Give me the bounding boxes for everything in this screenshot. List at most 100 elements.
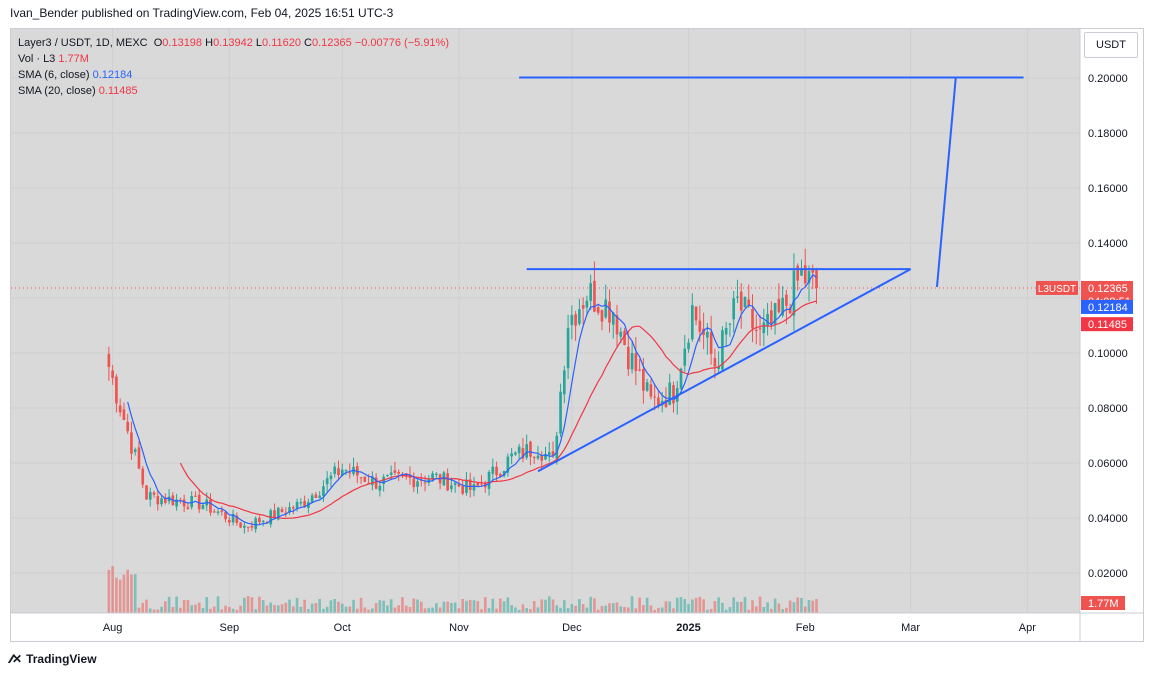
candle-body (235, 515, 239, 523)
candle-body (314, 494, 318, 498)
volume-bar (322, 608, 325, 613)
candle-body (423, 482, 427, 484)
candle-body (190, 495, 193, 508)
volume-bar (796, 597, 800, 613)
volume-bar (777, 603, 781, 613)
open-label: O (153, 37, 163, 49)
candle-body (310, 495, 314, 503)
candle-body (164, 497, 167, 503)
candle-body (664, 399, 668, 407)
volume-bar (581, 604, 585, 613)
volume-bar (694, 597, 698, 613)
moving-averages (127, 273, 817, 526)
volume-bar (389, 599, 393, 613)
candle-body (510, 453, 513, 457)
candle-body (299, 501, 303, 504)
candle-body (325, 478, 329, 485)
volume-bar (476, 601, 480, 613)
candle-body (446, 473, 449, 491)
low-value: 0.11620 (262, 37, 301, 49)
candle-body (250, 525, 254, 528)
volume-bar (337, 601, 340, 613)
candle-body (728, 323, 732, 325)
x-tick-label: Dec (562, 622, 582, 634)
candle-body (623, 330, 626, 345)
volume-tag (1081, 596, 1125, 610)
candle-body (615, 315, 619, 335)
candle-body (521, 448, 525, 459)
currency-button[interactable]: USDT (1084, 32, 1138, 58)
volume-bar (404, 605, 408, 613)
volume-bar (118, 579, 122, 613)
candle-body (386, 474, 389, 476)
volume-bar (130, 574, 133, 613)
x-tick-label: 2025 (676, 622, 700, 634)
candle-body (754, 329, 758, 332)
volume-bar (205, 597, 209, 613)
volume-bar (344, 606, 348, 613)
candle-body (435, 473, 438, 476)
volume-bar (728, 607, 732, 613)
volume-bar (427, 607, 431, 613)
candle-body (160, 498, 163, 505)
volume-bar (702, 599, 705, 613)
sma6-label: SMA (6, close) (18, 69, 90, 81)
candle-body (239, 522, 242, 528)
volume-bar (788, 600, 792, 613)
candle-body (276, 507, 280, 520)
candle-body (431, 473, 434, 480)
candle-body (649, 384, 653, 397)
x-tick-label: Aug (103, 622, 123, 634)
candle-body (126, 421, 130, 432)
volume-bar (721, 602, 724, 613)
volume-bar (299, 606, 303, 613)
y-tick-label: 0.04000 (1088, 513, 1128, 525)
y-tick-label: 0.16000 (1088, 183, 1128, 195)
candle-body (717, 366, 720, 369)
volume-bar (461, 598, 465, 613)
candle-body (672, 385, 675, 404)
volume-bar (811, 600, 815, 613)
candle-body (563, 370, 566, 395)
volume-bar (401, 597, 404, 613)
volume-bar (254, 609, 257, 613)
volume-bar (167, 596, 171, 613)
volume-bar (544, 599, 547, 613)
volume-bar (408, 607, 412, 613)
trendline-drawings[interactable] (11, 76, 1080, 473)
candle-body (273, 510, 276, 519)
volume-bar (555, 605, 559, 613)
candle-body (687, 342, 690, 350)
candle-body (796, 265, 800, 281)
volume-bar (634, 608, 638, 613)
candle-body (220, 510, 224, 512)
candle-body (773, 303, 777, 325)
candle-body (476, 482, 480, 486)
candle-body (694, 306, 698, 321)
candle-body (115, 376, 118, 404)
volume-bar (246, 596, 250, 613)
candle-body (634, 353, 638, 372)
candle-body (243, 525, 246, 528)
candle-body (540, 455, 544, 461)
volume-bar (231, 608, 235, 613)
candle-body (495, 466, 498, 476)
volume-bar (227, 606, 231, 613)
volume-bar (201, 608, 205, 613)
volume-bar (194, 604, 197, 613)
volume-bar (770, 608, 773, 613)
candle-body (642, 369, 645, 391)
candle-body (363, 476, 367, 482)
y-tick-label: 0.14000 (1088, 238, 1128, 250)
volume-bar (295, 597, 299, 613)
volume-bar (713, 601, 717, 613)
volume-bar (303, 599, 306, 613)
volume-value: 1.77M (58, 53, 89, 65)
volume-bar (551, 599, 555, 613)
volume-bar (585, 607, 589, 613)
low-label: L (255, 37, 263, 49)
time-scale[interactable]: Aug Sep Oct Nov Dec 2025 Feb Mar Apr (103, 622, 1036, 634)
volume-bar (807, 600, 811, 613)
candle-body (743, 296, 747, 308)
